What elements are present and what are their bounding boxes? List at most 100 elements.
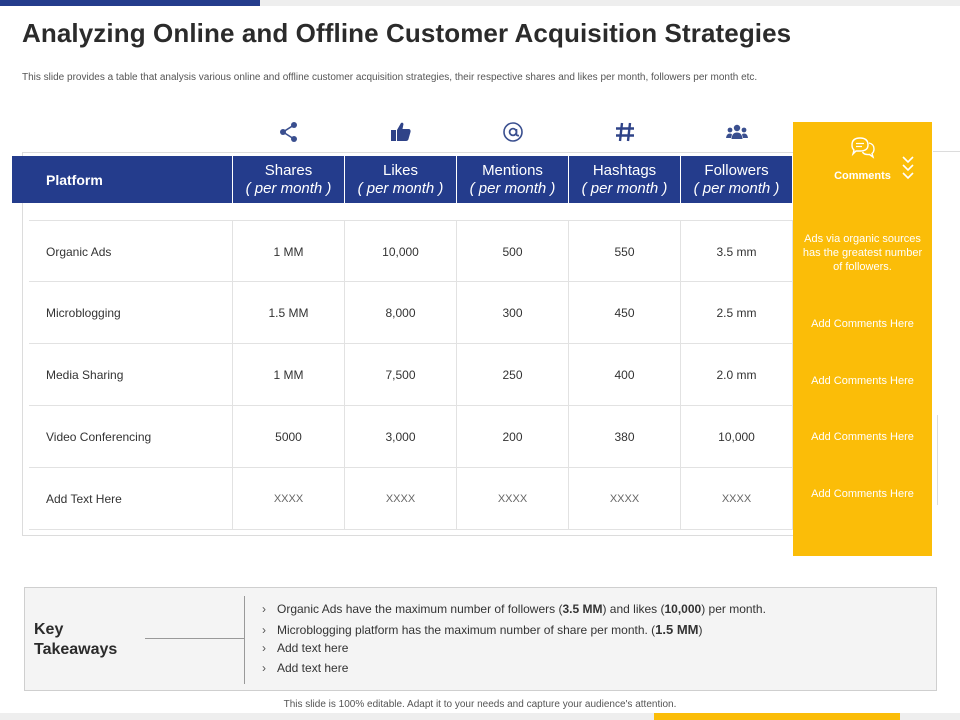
- comment-note: Add Comments Here: [811, 318, 914, 330]
- likes-cell: 7,500: [345, 344, 457, 405]
- people-icon: [681, 118, 793, 146]
- divider: [937, 415, 938, 505]
- page-title: Analyzing Online and Offline Customer Ac…: [22, 18, 792, 48]
- top-accent-bar: [0, 0, 260, 6]
- text: ) and likes (: [602, 602, 665, 616]
- text: ): [698, 622, 703, 637]
- list-item: › Organic Ads have the maximum number of …: [262, 600, 766, 620]
- comment-note: Add Comments Here: [811, 431, 914, 443]
- at-sign-icon: [457, 118, 569, 146]
- bottom-decor-bar: [0, 713, 960, 720]
- platform-cell: Add Text Here: [29, 468, 233, 529]
- hashtags-cell: 550: [569, 221, 681, 282]
- header-shares: Shares( per month ): [233, 156, 345, 203]
- text: ) per month.: [701, 602, 766, 616]
- page-subtitle: This slide provides a table that analysi…: [22, 72, 758, 83]
- platform-cell: Media Sharing: [29, 344, 233, 405]
- likes-cell: XXXX: [345, 468, 457, 529]
- comment-note: Add Comments Here: [811, 375, 914, 387]
- text: Microblogging platform has the maximum n…: [277, 622, 656, 637]
- platform-cell: Organic Ads: [29, 221, 233, 282]
- shares-cell: 1 MM: [233, 344, 345, 405]
- key-takeaways-label: Key Takeaways: [34, 620, 117, 660]
- chevron-down-icon: [902, 156, 914, 180]
- hashtags-cell: 450: [569, 282, 681, 343]
- table-header: Platform Shares( per month ) Likes( per …: [12, 156, 794, 203]
- hashtags-cell: 380: [569, 406, 681, 467]
- mentions-cell: 250: [457, 344, 569, 405]
- header-label: Likes: [382, 161, 419, 179]
- header-label: Mentions: [482, 161, 543, 179]
- header-sublabel: ( per month ): [693, 179, 780, 197]
- bullet-icon: ›: [262, 622, 266, 637]
- highlight-value: 1.5 MM: [655, 621, 699, 637]
- bullet-icon: ›: [262, 641, 266, 655]
- shares-cell: XXXX: [233, 468, 345, 529]
- header-label: Hashtags: [592, 161, 657, 179]
- followers-cell: 2.0 mm: [681, 344, 793, 405]
- header-sublabel: ( per month ): [469, 179, 556, 197]
- table-row: Microblogging 1.5 MM 8,000 300 450 2.5 m…: [29, 282, 794, 344]
- likes-cell: 10,000: [345, 221, 457, 282]
- divider: [933, 151, 960, 152]
- header-platform: Platform: [12, 156, 233, 203]
- table-row: Add Text Here XXXX XXXX XXXX XXXX XXXX: [29, 468, 794, 530]
- highlight-value: 3.5 MM: [562, 602, 603, 616]
- platform-cell: Video Conferencing: [29, 406, 233, 467]
- list-item: › Microblogging platform has the maximum …: [262, 620, 766, 640]
- list-item: › Add text here: [262, 659, 766, 679]
- comments-header: Comments: [834, 170, 891, 182]
- table-row: Organic Ads 1 MM 10,000 500 550 3.5 mm: [29, 220, 794, 282]
- table-body: Organic Ads 1 MM 10,000 500 550 3.5 mm M…: [29, 220, 794, 530]
- header-label: Shares: [264, 161, 313, 179]
- followers-cell: 2.5 mm: [681, 282, 793, 343]
- comments-panel: Comments Ads via organic sources has the…: [793, 122, 932, 556]
- comment-note: Add Comments Here: [811, 488, 914, 500]
- share-icon: [233, 118, 345, 146]
- text: Add text here: [277, 641, 349, 655]
- label-line: Takeaways: [34, 641, 118, 658]
- text: Organic Ads have the maximum number of f…: [277, 602, 563, 616]
- header-sublabel: ( per month ): [357, 179, 444, 197]
- list-item: › Add text here: [262, 639, 766, 659]
- thumbs-up-icon: [345, 118, 457, 146]
- footer-note: This slide is 100% editable. Adapt it to…: [283, 699, 677, 710]
- bullet-icon: ›: [262, 660, 266, 675]
- comment-note: Ads via organic sources has the greatest…: [802, 233, 923, 273]
- platform-cell: Microblogging: [29, 282, 233, 343]
- mentions-cell: 500: [457, 221, 569, 282]
- header-mentions: Mentions( per month ): [457, 156, 569, 203]
- header-hashtags: Hashtags( per month ): [569, 156, 681, 203]
- hashtags-cell: 400: [569, 344, 681, 405]
- key-takeaways-box: Key Takeaways › Organic Ads have the maxi…: [24, 587, 937, 691]
- header-sublabel: ( per month ): [581, 179, 668, 197]
- likes-cell: 8,000: [345, 282, 457, 343]
- followers-cell: 10,000: [681, 406, 793, 467]
- table-row: Media Sharing 1 MM 7,500 250 400 2.0 mm: [29, 344, 794, 406]
- takeaways-list: › Organic Ads have the maximum number of …: [262, 600, 766, 678]
- likes-cell: 3,000: [345, 406, 457, 467]
- chat-bubbles-icon: [851, 137, 875, 159]
- followers-cell: XXXX: [681, 468, 793, 529]
- text: Add text here: [277, 660, 349, 675]
- table-row: Video Conferencing 5000 3,000 200 380 10…: [29, 406, 794, 468]
- header-label: Followers: [704, 161, 769, 179]
- mentions-cell: 300: [457, 282, 569, 343]
- shares-cell: 1.5 MM: [233, 282, 345, 343]
- hashtag-icon: [569, 118, 681, 146]
- header-likes: Likes( per month ): [345, 156, 457, 203]
- header-sublabel: ( per month ): [245, 179, 332, 197]
- hashtags-cell: XXXX: [569, 468, 681, 529]
- highlight-value: 10,000: [664, 602, 702, 616]
- bottom-accent-bar: [654, 713, 900, 720]
- header-followers: Followers( per month ): [681, 156, 793, 203]
- label-line: Key: [34, 621, 64, 638]
- followers-cell: 3.5 mm: [681, 221, 793, 282]
- divider: [244, 596, 245, 684]
- shares-cell: 1 MM: [233, 221, 345, 282]
- divider: [145, 638, 245, 639]
- bullet-icon: ›: [262, 602, 266, 616]
- mentions-cell: 200: [457, 406, 569, 467]
- shares-cell: 5000: [233, 406, 345, 467]
- table-frame: [22, 152, 794, 536]
